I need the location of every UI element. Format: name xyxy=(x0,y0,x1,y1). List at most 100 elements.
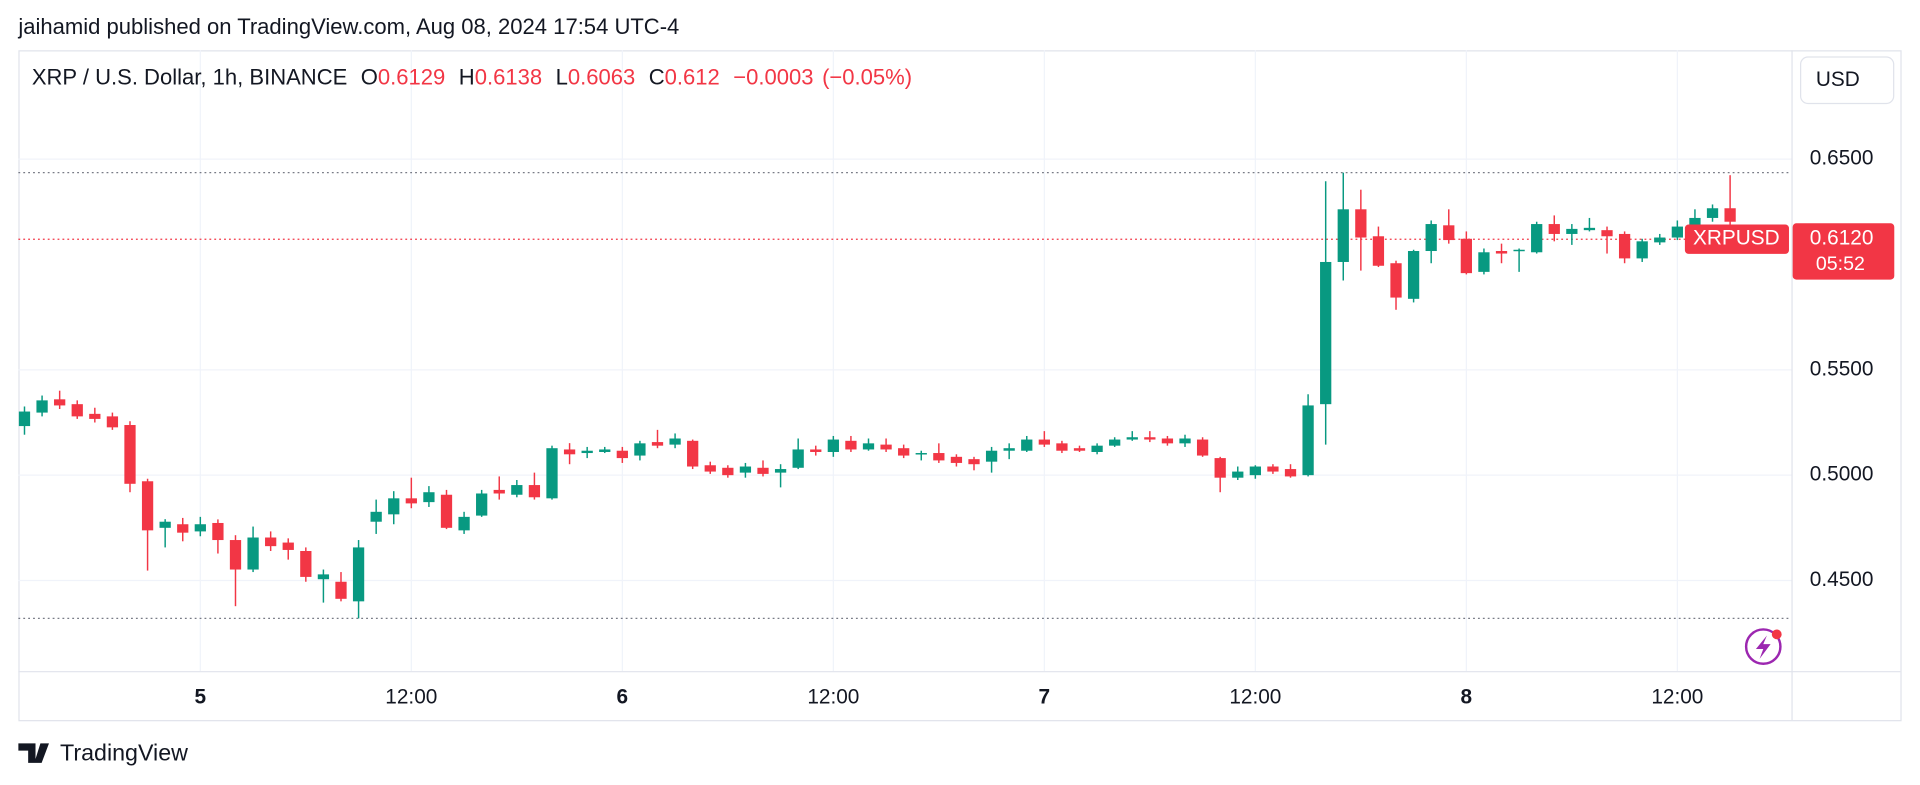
candle-body xyxy=(247,537,259,570)
candle-body xyxy=(282,542,294,550)
candle-body xyxy=(1706,208,1719,218)
x-tick-label: 12:00 xyxy=(1651,686,1703,709)
candle-body xyxy=(335,581,347,599)
candle-body xyxy=(933,453,945,461)
x-tick-label: 6 xyxy=(617,686,629,709)
alert-icon[interactable] xyxy=(1744,628,1782,665)
candle-body xyxy=(722,467,734,476)
candle-body xyxy=(1109,439,1121,446)
plot-area xyxy=(18,172,1792,620)
candle-body xyxy=(511,485,523,495)
candle-body xyxy=(1073,448,1086,451)
candle-body xyxy=(141,481,154,531)
candle-body xyxy=(1196,439,1209,456)
candle-body xyxy=(616,450,628,459)
candle-body xyxy=(476,493,488,516)
candle-body xyxy=(704,465,716,472)
symbol-name: XRP / U.S. Dollar, 1h, BINANCE xyxy=(32,64,347,89)
candle-body xyxy=(1601,230,1613,237)
candle-body xyxy=(1495,251,1508,254)
candle-body xyxy=(1531,224,1543,253)
candle-body xyxy=(985,450,998,462)
candle-body xyxy=(528,485,541,498)
x-tick-label: 8 xyxy=(1461,686,1473,709)
candle-body xyxy=(18,411,31,427)
currency-label[interactable]: USD xyxy=(1816,68,1860,91)
y-tick-label: 0.6500 xyxy=(1810,147,1874,170)
candle-body xyxy=(1478,252,1490,272)
x-tick-label: 5 xyxy=(195,686,207,709)
x-tick-label: 7 xyxy=(1039,686,1051,709)
tradingview-logo: TradingView xyxy=(18,739,188,765)
last-price-label: 0.6120 xyxy=(1810,227,1874,250)
candle-body xyxy=(89,413,101,419)
candle-body xyxy=(739,466,752,473)
y-tick-label: 0.5500 xyxy=(1810,357,1874,380)
candle-body xyxy=(1091,445,1103,452)
candle-body xyxy=(774,469,787,473)
x-tick-label: 12:00 xyxy=(1229,686,1281,709)
candle-body xyxy=(898,448,910,456)
candle-body xyxy=(1583,227,1596,231)
countdown: 05:52 xyxy=(1816,253,1865,275)
y-tick-label: 0.5000 xyxy=(1810,463,1874,486)
candle-body xyxy=(423,492,435,503)
candle-body xyxy=(300,550,312,577)
candle-body xyxy=(1179,438,1191,444)
publisher-line: jaihamid published on TradingView.com, A… xyxy=(17,14,679,39)
change: −0.0003 xyxy=(733,64,813,89)
icon-dot xyxy=(1771,629,1782,640)
candle-body xyxy=(458,516,470,531)
symbol-tag: XRPUSD xyxy=(1693,227,1780,250)
y-tick-label: 0.4500 xyxy=(1810,568,1874,591)
candle-body xyxy=(1425,224,1437,252)
candle-body xyxy=(36,400,48,413)
candle-body xyxy=(862,443,875,450)
icon-ring xyxy=(1744,628,1782,665)
candle-body xyxy=(1144,437,1156,440)
candle-body xyxy=(634,443,646,456)
x-tick-label: 12:00 xyxy=(385,686,437,709)
candle-body xyxy=(1724,208,1736,222)
ohlc-key: H xyxy=(459,64,475,89)
candle-body xyxy=(1302,405,1314,476)
last-price-box xyxy=(1792,223,1895,280)
candle-body xyxy=(687,440,699,467)
candle-body xyxy=(1284,469,1297,477)
icon-bolt xyxy=(1755,635,1771,659)
candle-body xyxy=(1214,458,1226,478)
candle-body xyxy=(124,425,136,484)
candle-body xyxy=(388,498,400,515)
candle-body xyxy=(1671,226,1683,238)
candle-body xyxy=(493,489,505,494)
currency-button[interactable] xyxy=(1800,56,1895,105)
change-percent: (−0.05%) xyxy=(822,64,912,89)
candle-body xyxy=(810,449,822,452)
candle-body xyxy=(106,416,119,428)
ohlc-key: O xyxy=(361,64,378,89)
candle-body xyxy=(1038,439,1050,445)
candle-body xyxy=(1355,209,1367,238)
candle-body xyxy=(159,521,171,528)
candle-body xyxy=(1249,466,1261,476)
candle-body xyxy=(1636,241,1648,259)
candle-body xyxy=(1003,448,1015,451)
candle-body xyxy=(546,448,558,499)
candle-body xyxy=(1407,251,1420,299)
candle-body xyxy=(229,540,242,570)
ohlc-key: C xyxy=(649,64,665,89)
candle-body xyxy=(370,511,382,522)
candle-body xyxy=(1232,471,1244,478)
candle-body xyxy=(669,438,681,445)
legend: XRP / U.S. Dollar, 1h, BINANCE O0.6129 H… xyxy=(32,64,912,89)
candle-body xyxy=(194,524,206,532)
ohlc-value: 0.612 xyxy=(665,64,720,89)
ohlc-value: 0.6063 xyxy=(568,64,635,89)
candle-body xyxy=(1460,238,1472,274)
candle-body xyxy=(1654,237,1666,243)
candle-body xyxy=(880,444,892,450)
chart-frame xyxy=(18,50,1902,722)
candle-body xyxy=(440,494,453,528)
grid xyxy=(18,50,1792,672)
